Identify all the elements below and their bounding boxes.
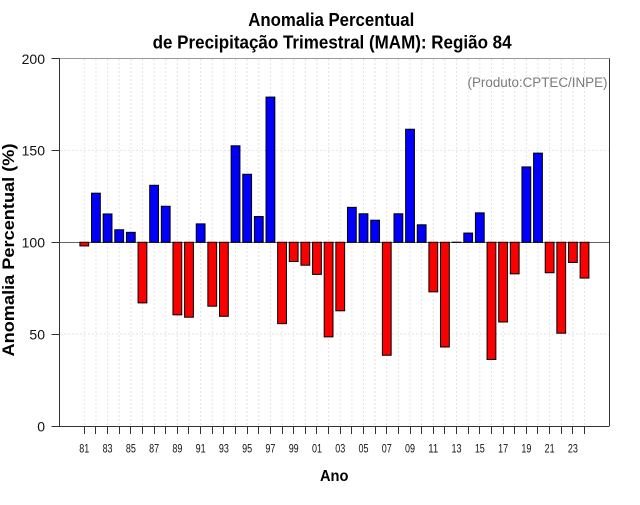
svg-text:Ano: Ano [320, 468, 349, 485]
svg-text:95: 95 [242, 443, 252, 455]
svg-text:200: 200 [22, 51, 46, 67]
svg-text:21: 21 [545, 443, 555, 455]
svg-text:17: 17 [498, 443, 508, 455]
svg-text:23: 23 [568, 443, 578, 455]
svg-text:13: 13 [452, 443, 462, 455]
svg-text:11: 11 [428, 443, 438, 455]
svg-text:50: 50 [29, 326, 45, 342]
svg-text:87: 87 [149, 443, 159, 455]
svg-text:09: 09 [405, 443, 415, 455]
svg-text:85: 85 [126, 443, 136, 455]
svg-text:91: 91 [196, 443, 206, 455]
svg-text:07: 07 [382, 443, 392, 455]
svg-text:05: 05 [358, 443, 368, 455]
svg-text:de Precipitação Trimestral (MA: de Precipitação Trimestral (MAM): Região… [153, 32, 512, 52]
svg-text:150: 150 [22, 143, 46, 159]
svg-text:81: 81 [79, 443, 89, 455]
svg-text:83: 83 [103, 443, 113, 455]
svg-text:Anomalia Percentual (%): Anomalia Percentual (%) [0, 144, 18, 357]
svg-text:97: 97 [265, 443, 275, 455]
svg-text:15: 15 [475, 443, 485, 455]
svg-text:89: 89 [172, 443, 182, 455]
svg-text:99: 99 [289, 443, 299, 455]
svg-text:Anomalia Percentual: Anomalia Percentual [248, 10, 414, 30]
svg-text:0: 0 [37, 418, 45, 434]
svg-text:01: 01 [312, 443, 322, 455]
svg-text:19: 19 [521, 443, 531, 455]
svg-text:100: 100 [22, 235, 46, 251]
svg-text:(Produto:CPTEC/INPE): (Produto:CPTEC/INPE) [468, 75, 608, 90]
svg-text:03: 03 [335, 443, 345, 455]
svg-text:93: 93 [219, 443, 229, 455]
